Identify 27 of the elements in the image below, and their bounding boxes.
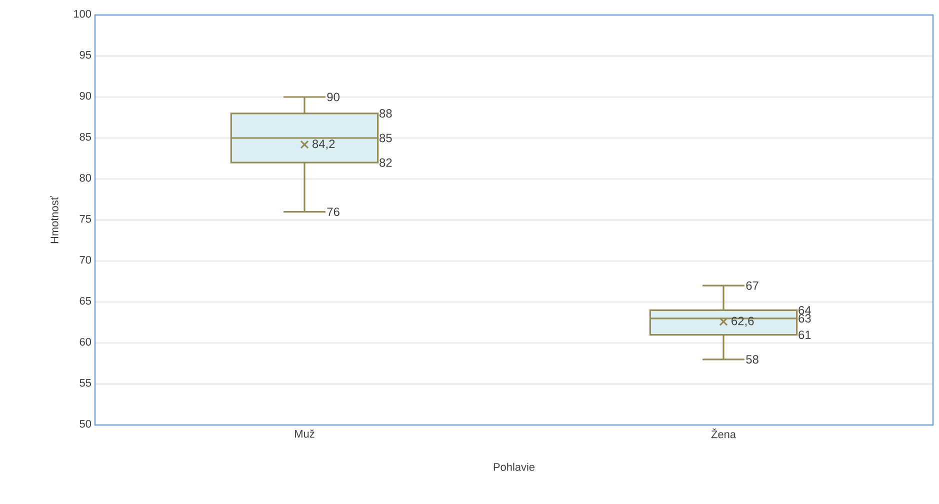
annotation: 62,6	[732, 316, 754, 327]
annotation: 76	[327, 208, 340, 216]
annotation: 82	[380, 158, 392, 167]
annotation: 58	[746, 355, 758, 364]
annotation: 61	[798, 330, 811, 340]
annotation: 85	[380, 134, 392, 142]
y-axis-title: Hmotnosť	[50, 196, 58, 244]
y-tick-label: 65	[80, 296, 92, 305]
annotation: 63	[798, 314, 811, 323]
y-tick-label: 50	[80, 420, 92, 428]
y-tick-label: 70	[80, 256, 92, 264]
annotation: 88	[380, 109, 392, 118]
y-tick-label: 75	[80, 215, 92, 223]
y-tick-label: 95	[80, 50, 92, 59]
annotation: 64	[798, 306, 811, 314]
x-axis-title: Pohlavie	[494, 462, 535, 471]
y-tick-label: 80	[80, 174, 92, 182]
y-tick-label: 85	[80, 132, 92, 141]
y-tick-label: 100	[74, 10, 92, 18]
y-tick-label: 55	[80, 379, 92, 387]
y-tick-label: 60	[80, 338, 92, 346]
y-tick-label: 90	[80, 92, 92, 100]
x-tick-label: Muž	[295, 430, 314, 438]
annotation: 90	[327, 92, 340, 102]
x-tick-label: Žena	[711, 428, 736, 438]
annotation: 84,2	[312, 140, 335, 150]
annotation: 67	[746, 281, 758, 290]
